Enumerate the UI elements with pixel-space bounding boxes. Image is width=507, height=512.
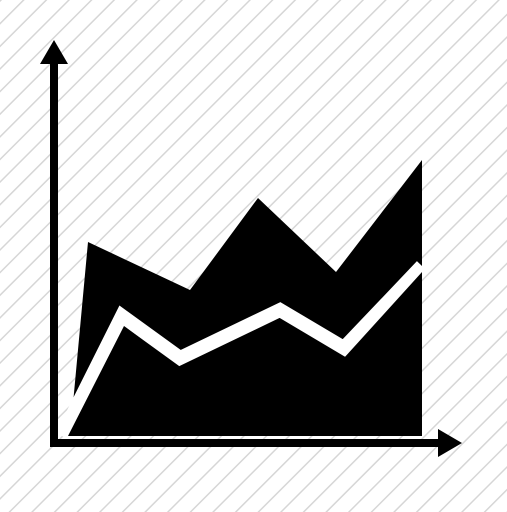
series-separator-line [55,261,428,440]
front-area-series [68,272,422,436]
x-axis-arrowhead [438,429,462,457]
y-axis-arrowhead [40,40,68,64]
